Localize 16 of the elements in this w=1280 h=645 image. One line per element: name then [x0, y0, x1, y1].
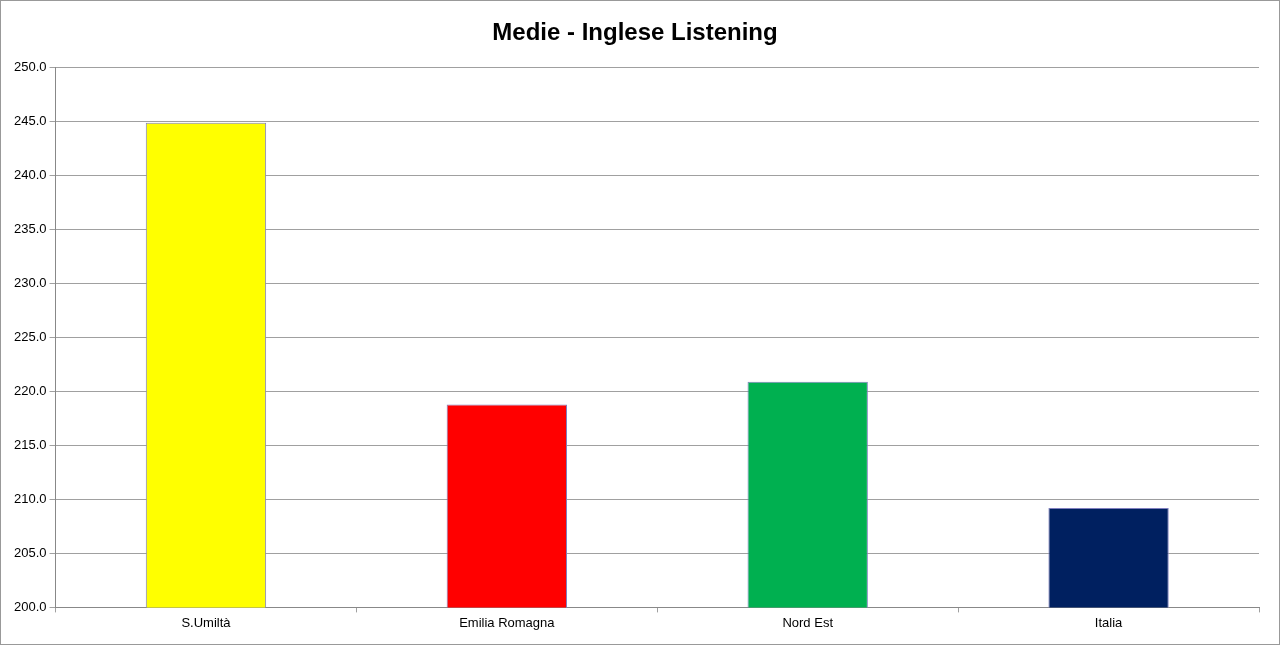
x-tick-label: Italia [1094, 614, 1124, 630]
y-tick-label: 215.0 [13, 437, 47, 453]
y-tick-label: 200.0 [13, 598, 47, 614]
y-tick-label: 210.0 [13, 491, 47, 507]
x-tick-label: S.Umiltà [181, 614, 232, 630]
x-tick-label: Nord Est [782, 614, 834, 630]
y-tick-label: 205.0 [13, 545, 47, 561]
y-tick-label: 220.0 [13, 383, 47, 399]
chart-title: Medie - Inglese Listening [492, 18, 778, 46]
y-tick-label: 240.0 [13, 167, 47, 183]
y-tick-label: 250.0 [13, 59, 47, 75]
x-tick-label: Emilia Romagna [459, 614, 556, 630]
y-tick-label: 225.0 [13, 329, 47, 345]
y-tick-label: 245.0 [13, 113, 47, 129]
y-tick-label: 230.0 [13, 275, 47, 291]
y-tick-label: 235.0 [13, 221, 47, 237]
